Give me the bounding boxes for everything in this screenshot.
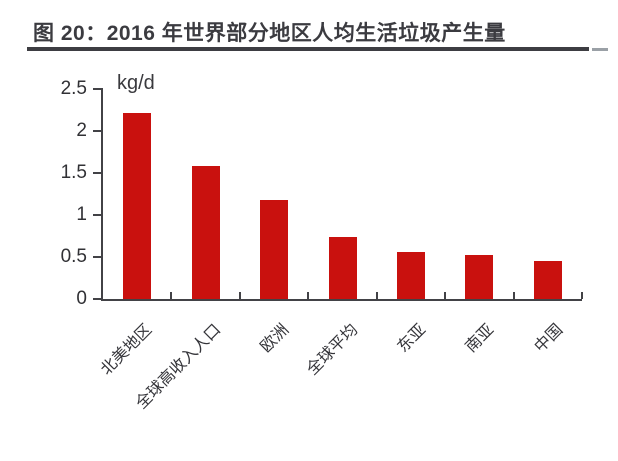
- y-axis-tick: [93, 88, 101, 90]
- bar: [533, 261, 562, 299]
- x-axis-label: 中国: [531, 321, 567, 356]
- y-axis-line: [101, 88, 103, 301]
- x-axis-tick: [581, 292, 583, 299]
- bar: [328, 236, 357, 299]
- y-axis-tick-label: 2: [76, 120, 87, 141]
- x-axis-line: [101, 299, 582, 301]
- y-axis-tick: [93, 214, 101, 216]
- bar: [123, 113, 152, 299]
- bar: [465, 255, 494, 299]
- y-axis-unit-label: kg/d: [117, 72, 155, 94]
- y-axis-tick-label: 0.5: [60, 246, 87, 267]
- y-axis-tick: [93, 130, 101, 132]
- title-underline-dash: [592, 48, 608, 51]
- y-axis-tick-label: 1.5: [60, 162, 87, 183]
- y-axis-tick-label: 1: [76, 204, 87, 225]
- title-underline: [27, 47, 589, 51]
- bar: [191, 166, 220, 299]
- y-axis-tick: [93, 256, 101, 258]
- x-axis-tick: [375, 292, 378, 299]
- x-axis-tick: [238, 292, 241, 299]
- x-axis-tick: [170, 292, 173, 299]
- figure-title: 图 20：2016 年世界部分地区人均生活垃圾产生量: [33, 22, 506, 45]
- bar-chart: kg/d 0 0.5 1 1.5 2 2.5 北美地区 全球高收入人口 欧洲 全球平均 东亚 南亚 中国: [60, 72, 583, 412]
- y-axis-tick-label: 2.5: [60, 78, 87, 99]
- x-axis-tick: [444, 292, 447, 299]
- bar: [396, 251, 425, 299]
- x-axis-tick: [512, 292, 515, 299]
- bar: [260, 199, 289, 299]
- y-axis-tick: [93, 172, 101, 174]
- report-figure-page: 图 20：2016 年世界部分地区人均生活垃圾产生量 kg/d 0 0.5 1 1.5…: [27, 22, 608, 413]
- y-axis-tick: [93, 298, 101, 300]
- x-axis-tick: [307, 292, 310, 299]
- y-axis-tick-label: 0: [76, 288, 87, 309]
